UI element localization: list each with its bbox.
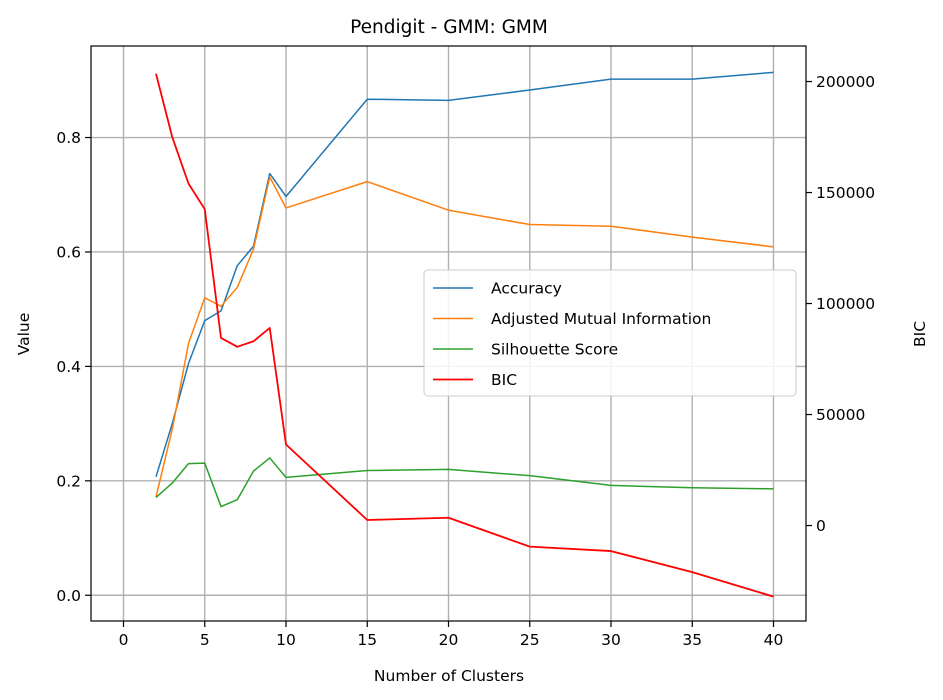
chart-title: Pendigit - GMM: GMM [350,17,548,38]
x-tick-label: 0 [119,631,129,649]
legend-box [423,269,797,397]
series-line-adjusted-mutual-information [155,176,774,498]
x-axis-label: Number of Clusters [374,667,524,685]
y-axis-left: 0.0 0.2 0.4 0.6 0.8 [56,129,91,605]
legend-label-adjusted-mutual-information: Adjusted Mutual Information [491,310,711,328]
y2-tick-label: 0 [816,517,826,535]
y-tick-label: 0.4 [56,358,81,376]
x-tick-label: 40 [764,631,784,649]
x-tick-label: 5 [200,631,210,649]
x-tick-label: 30 [601,631,621,649]
x-tick-label: 20 [439,631,459,649]
x-tick-label: 15 [357,631,377,649]
series-line-bic [155,73,774,598]
y-axis-right: 0 50000 100000 150000 200000 [806,73,875,535]
legend-label-accuracy: Accuracy [491,280,562,298]
x-tick-label: 10 [276,631,296,649]
y-tick-label: 0.8 [56,129,81,147]
y-axis-label: Value [15,313,33,356]
y2-tick-label: 100000 [816,295,875,313]
series-lines [155,71,774,598]
x-tick-label: 25 [520,631,540,649]
y-tick-label: 0.0 [56,587,81,605]
y2-axis-label: BIC [911,321,929,347]
y-tick-label: 0.2 [56,472,81,490]
y2-tick-label: 50000 [816,406,865,424]
y-tick-label: 0.6 [56,243,81,261]
y2-tick-label: 200000 [816,73,875,91]
legend-label-silhouette-score: Silhouette Score [491,341,618,359]
legend: Accuracy Adjusted Mutual Information Silho… [423,269,797,397]
x-axis: 0 5 10 15 20 25 30 35 40 [119,621,784,649]
x-tick-label: 35 [682,631,702,649]
series-line-silhouette-score [155,457,774,508]
y2-tick-label: 150000 [816,184,875,202]
series-line-accuracy [155,71,774,478]
legend-label-bic: BIC [491,371,517,389]
